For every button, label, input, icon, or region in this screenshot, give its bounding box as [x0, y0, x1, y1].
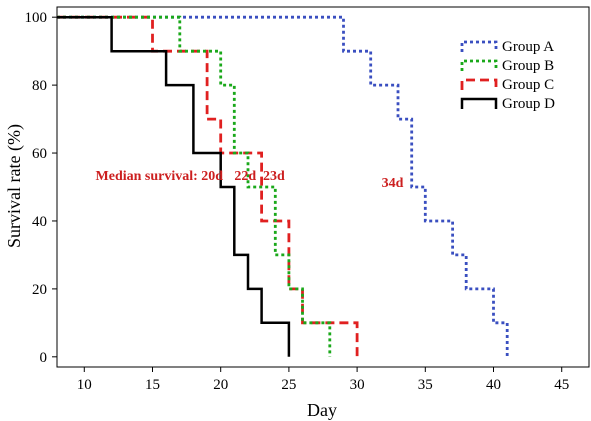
- y-tick-label: 60: [32, 146, 47, 162]
- y-tick-label: 20: [32, 282, 47, 298]
- legend-symbol: [460, 59, 498, 71]
- series-line-group-a: [57, 15, 509, 357]
- median-annotation: 34d: [382, 176, 404, 191]
- y-tick-label: 0: [40, 350, 48, 366]
- x-tick-label: 20: [213, 377, 228, 393]
- median-annotation: 22d: [234, 169, 256, 184]
- y-axis-title: Survival rate (%): [4, 124, 25, 248]
- legend-label: Group C: [502, 77, 554, 93]
- y-axis: 0 20 40 60 80 100: [25, 10, 57, 366]
- series-line-group-d: [57, 15, 291, 357]
- y-tick-label: 80: [32, 78, 47, 94]
- median-annotation: Median survival: 20d: [96, 169, 224, 184]
- x-tick-label: 10: [77, 377, 92, 393]
- x-tick-label: 45: [554, 377, 569, 393]
- series-line-group-c: [57, 15, 359, 357]
- legend: Group A Group B Group C Group D: [460, 39, 555, 112]
- legend-label: Group A: [502, 39, 554, 55]
- legend-symbol: [460, 97, 498, 109]
- series-lines: [57, 15, 509, 357]
- legend-label: Group B: [502, 58, 554, 74]
- legend-label: Group D: [502, 96, 555, 112]
- x-tick-label: 40: [486, 377, 501, 393]
- x-tick-label: 35: [418, 377, 433, 393]
- median-annotation: 23d: [263, 169, 285, 184]
- y-tick-label: 100: [25, 10, 48, 26]
- annotations: Median survival: 20d 22d 23d 34d: [96, 169, 404, 191]
- x-axis: 10 15 20 25 30 35 40 45: [77, 367, 569, 393]
- x-axis-title: Day: [307, 400, 337, 420]
- legend-symbol: [460, 40, 498, 52]
- series-line-group-b: [57, 15, 332, 357]
- x-tick-label: 15: [145, 377, 160, 393]
- plot-frame: [56, 6, 590, 368]
- x-tick-label: 25: [281, 377, 296, 393]
- y-tick-label: 40: [32, 214, 47, 230]
- x-tick-label: 30: [350, 377, 365, 393]
- legend-symbol: [460, 78, 498, 90]
